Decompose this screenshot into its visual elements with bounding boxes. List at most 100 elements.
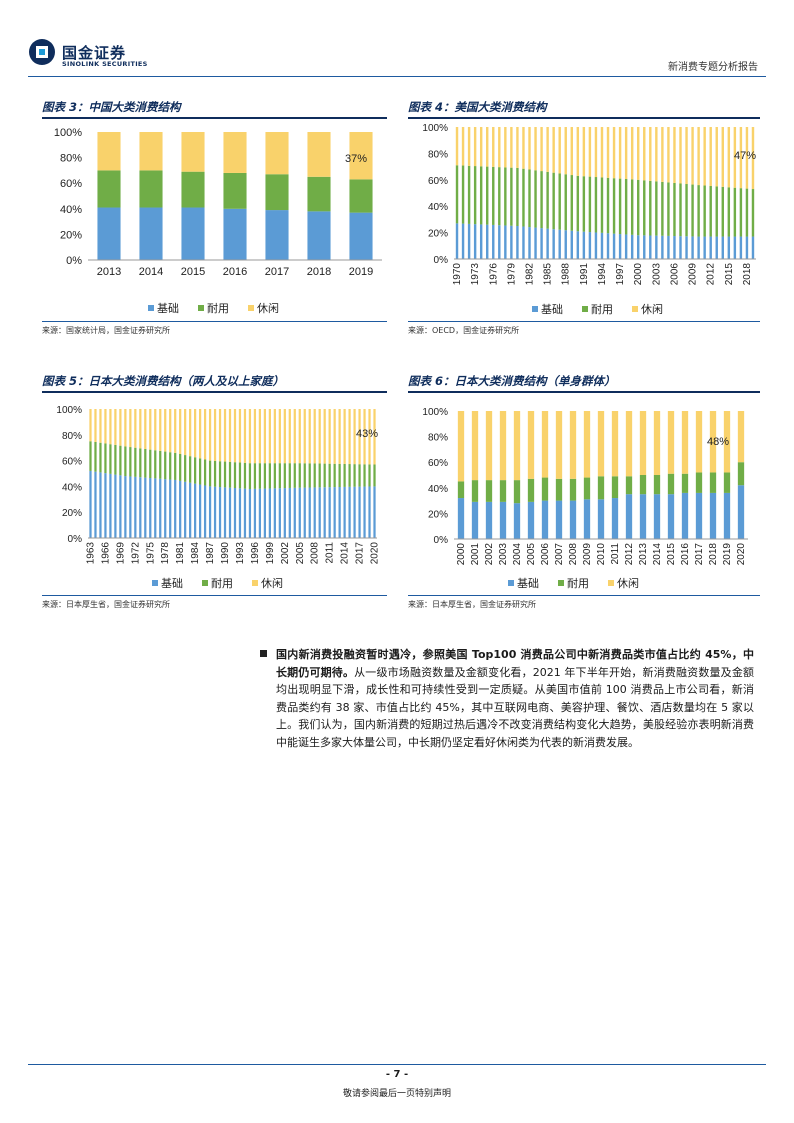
- bar-basic: [343, 486, 346, 538]
- x-tick-label: 1969: [115, 542, 126, 565]
- legend-swatch-basic: [148, 305, 154, 311]
- bar-leisure: [513, 411, 521, 481]
- x-tick-label: 2015: [666, 543, 677, 566]
- bar-leisure: [611, 411, 619, 477]
- bar-durable: [485, 480, 493, 502]
- bar-leisure: [649, 127, 652, 181]
- bar-leisure: [174, 409, 177, 453]
- bar-durable: [516, 167, 519, 226]
- y-tick-label: 20%: [60, 229, 82, 241]
- bar-leisure: [667, 127, 670, 183]
- bar-basic: [555, 500, 563, 539]
- y-tick-label: 100%: [422, 123, 448, 134]
- company-name-cn: 国金证券: [62, 44, 127, 62]
- bar-leisure: [263, 409, 267, 464]
- y-tick-label: 0%: [66, 255, 82, 267]
- bar-durable: [129, 447, 132, 477]
- x-tick-label: 2006: [669, 263, 680, 286]
- bar-basic: [733, 236, 737, 259]
- bar-durable: [643, 180, 646, 236]
- figure-title: 图表 6：日本大类消费结构（单身群体）: [408, 371, 760, 393]
- bar-durable: [358, 464, 361, 487]
- x-tick-label: 2017: [694, 543, 705, 566]
- bar-leisure: [504, 127, 507, 168]
- bar-durable: [353, 464, 356, 487]
- bar-durable: [104, 443, 107, 474]
- bar-leisure: [715, 127, 718, 187]
- bar-durable: [184, 455, 187, 482]
- bar-leisure: [457, 411, 465, 482]
- x-tick-label: 2005: [526, 543, 537, 566]
- bar-durable: [253, 463, 257, 489]
- bar-durable: [709, 472, 717, 493]
- bar-durable: [313, 463, 316, 488]
- x-tick-label: 1984: [190, 542, 201, 565]
- bar-leisure: [124, 409, 127, 447]
- bar-durable: [303, 463, 306, 488]
- bar-leisure: [564, 127, 567, 175]
- bar-durable: [119, 445, 122, 476]
- bar-durable: [703, 185, 706, 237]
- bar-durable: [368, 464, 371, 487]
- bar-basic: [594, 232, 598, 259]
- bar-leisure: [643, 127, 646, 181]
- legend-swatch-leisure: [608, 580, 614, 586]
- x-tick-label: 1994: [597, 263, 608, 286]
- bar-leisure: [630, 127, 634, 180]
- bar-leisure: [208, 409, 212, 461]
- bar-leisure: [570, 127, 573, 176]
- y-tick-label: 60%: [60, 178, 82, 190]
- bar-durable: [278, 463, 281, 489]
- bar-durable: [733, 187, 737, 237]
- bar-durable: [189, 456, 192, 483]
- bar-leisure: [552, 127, 555, 173]
- x-tick-label: 2009: [582, 543, 593, 566]
- x-tick-label: 2001: [470, 543, 481, 566]
- bar-basic: [673, 236, 676, 259]
- bar-basic: [661, 235, 664, 259]
- bar-durable: [653, 475, 661, 495]
- bar-leisure: [303, 409, 306, 464]
- bar-durable: [144, 448, 147, 478]
- bar-basic: [298, 487, 301, 538]
- bar-basic: [624, 234, 628, 259]
- y-tick-label: 60%: [428, 458, 448, 469]
- bar-durable: [139, 170, 163, 208]
- bar-basic: [569, 500, 577, 539]
- bar-basic: [737, 485, 745, 539]
- y-tick-label: 100%: [56, 405, 82, 416]
- y-tick-label: 40%: [62, 482, 82, 493]
- bar-leisure: [253, 409, 257, 464]
- bar-durable: [661, 181, 664, 236]
- bar-durable: [114, 444, 117, 475]
- bar-durable: [89, 441, 92, 471]
- bar-durable: [293, 463, 296, 488]
- x-tick-label: 1999: [265, 542, 276, 565]
- bar-basic: [104, 473, 107, 538]
- bar-basic: [576, 231, 580, 259]
- bar-basic: [653, 494, 661, 539]
- report-title: 新消费专题分析报告: [668, 62, 758, 73]
- legend-label: 耐用: [567, 577, 589, 590]
- bar-basic: [504, 225, 507, 259]
- bar-basic: [655, 235, 658, 259]
- bar-basic: [751, 236, 755, 259]
- bar-basic: [169, 479, 172, 538]
- bar-basic: [174, 479, 177, 538]
- paragraph-body: 从一级市场融资数量及金额变化看，2021 年下半年开始，新消费融资数量及金额均出…: [276, 665, 754, 749]
- x-tick-label: 1988: [561, 263, 572, 286]
- bar-durable: [99, 442, 102, 473]
- bar-durable: [513, 480, 521, 504]
- bar-leisure: [582, 127, 586, 177]
- bar-basic: [583, 499, 591, 539]
- bar-leisure: [149, 409, 152, 450]
- x-tick-label: 2018: [307, 266, 331, 278]
- x-tick-label: 1973: [470, 263, 481, 286]
- bar-durable: [268, 463, 271, 489]
- bar-basic: [278, 488, 281, 538]
- bar-basic: [213, 486, 217, 538]
- bar-basic: [639, 494, 647, 539]
- x-tick-label: 1976: [488, 263, 499, 286]
- bar-basic: [218, 487, 222, 538]
- bar-leisure: [721, 127, 724, 187]
